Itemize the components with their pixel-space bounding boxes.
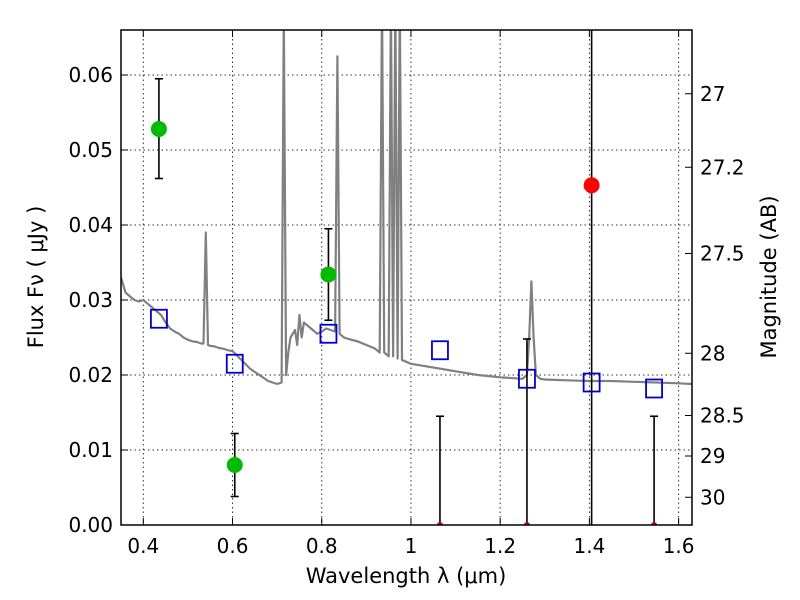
axis-ticks	[121, 30, 692, 526]
x-tick-label: 0.8	[306, 534, 338, 558]
model-flux-square	[150, 308, 168, 329]
observed-flux-point	[150, 121, 167, 137]
x-axis-title: Wavelength λ (μm)	[306, 564, 507, 588]
y-tick-label: 0.01	[68, 438, 113, 462]
model-flux-square	[645, 378, 663, 399]
plot-frame	[120, 29, 693, 526]
y-tick-label: 0.03	[68, 288, 113, 312]
observed-flux-point	[226, 457, 243, 473]
right-tick-label: 30	[700, 485, 725, 509]
tick-labels: 0.4 0.6 0.8 1 1.2 1.4 1.6 0.00 0.01 0.02 0.03 0.04 0…	[68, 63, 744, 558]
x-tick-label: 1.6	[663, 534, 695, 558]
y-tick-label: 0.02	[68, 363, 113, 387]
model-flux-square	[225, 353, 244, 374]
spectrum-line	[121, 30, 692, 386]
model-flux-square	[319, 323, 338, 344]
x-tick-label: 1.2	[484, 534, 516, 558]
y-tick-label: 0.06	[68, 63, 113, 87]
model-spectrum	[121, 30, 692, 386]
x-tick-label: 1	[405, 534, 418, 558]
observed-flux-point	[320, 266, 337, 283]
right-tick-label: 27	[700, 82, 725, 106]
x-tick-label: 0.4	[127, 534, 159, 558]
y-axis-title: Flux Fν ( μJy )	[24, 206, 48, 349]
model-flux-square	[518, 368, 536, 389]
plot-background	[121, 30, 692, 525]
right-tick-label: 28	[700, 341, 725, 365]
grid	[121, 30, 692, 526]
right-tick-label: 27.2	[700, 155, 745, 179]
x-tick-label: 1.4	[573, 534, 605, 558]
right-tick-label: 28.5	[700, 404, 745, 428]
model-flux-square	[431, 340, 449, 361]
right-tick-label: 27.5	[700, 242, 745, 266]
observed-flux-point	[583, 177, 600, 194]
data-markers	[150, 121, 663, 473]
right-tick-label: 29	[700, 444, 725, 468]
y-tick-label: 0.05	[68, 138, 113, 162]
y-tick-label: 0.04	[68, 213, 113, 237]
model-flux-square	[582, 372, 601, 393]
x-tick-label: 0.6	[217, 534, 249, 558]
right-axis-title: Magnitude (AB)	[757, 195, 781, 358]
y-tick-label: 0.00	[68, 513, 113, 537]
